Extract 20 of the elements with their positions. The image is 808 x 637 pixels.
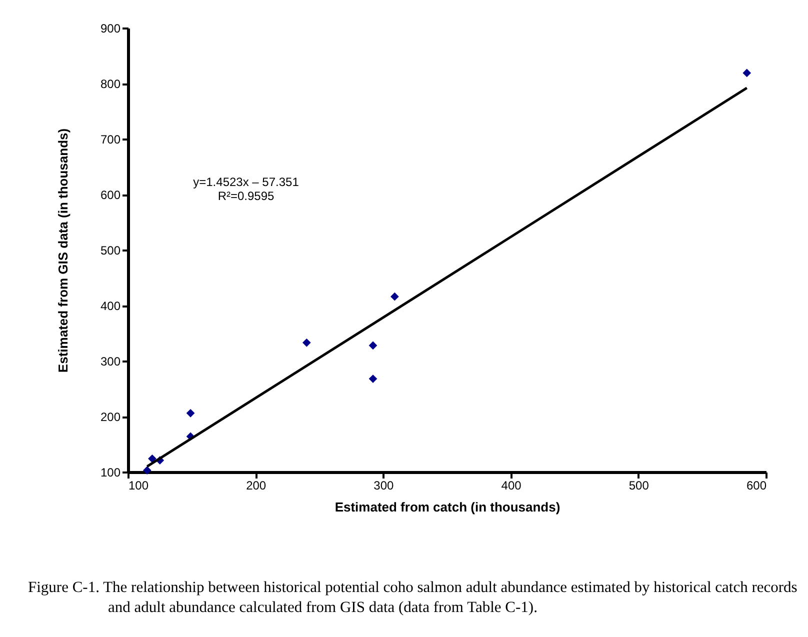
y-tick-label: 200: [100, 410, 121, 424]
y-tick-label: 800: [100, 77, 121, 91]
x-tick-label: 500: [628, 478, 650, 492]
y-axis-title: Estimated from GIS data (in thousands): [55, 128, 70, 373]
x-tick-label: 400: [501, 478, 522, 492]
y-tick-label: 300: [100, 354, 121, 368]
x-tick-label: 100: [128, 478, 149, 492]
y-tick-label: 600: [100, 188, 121, 202]
annotation: R²=0.9595: [218, 189, 275, 203]
y-tick-label: 900: [100, 22, 121, 36]
y-tick-label: 400: [100, 299, 121, 313]
x-tick-label: 200: [246, 478, 266, 492]
y-tick-label: 100: [100, 466, 121, 480]
x-axis-title: Estimated from catch (in thousands): [334, 500, 560, 514]
x-tick-label: 600: [746, 478, 767, 492]
x-tick-label: 300: [374, 478, 394, 492]
annotation: y=1.4523x – 57.351: [193, 175, 300, 189]
text: Figure C-1. The relationship between historical potential coho salmon adult abundance estimated by historical catch records and adult abundance calculated from GIS data (data from Table C-1).: [28, 578, 798, 618]
y-tick-label: 500: [100, 244, 121, 258]
y-tick-label: 700: [100, 132, 121, 146]
